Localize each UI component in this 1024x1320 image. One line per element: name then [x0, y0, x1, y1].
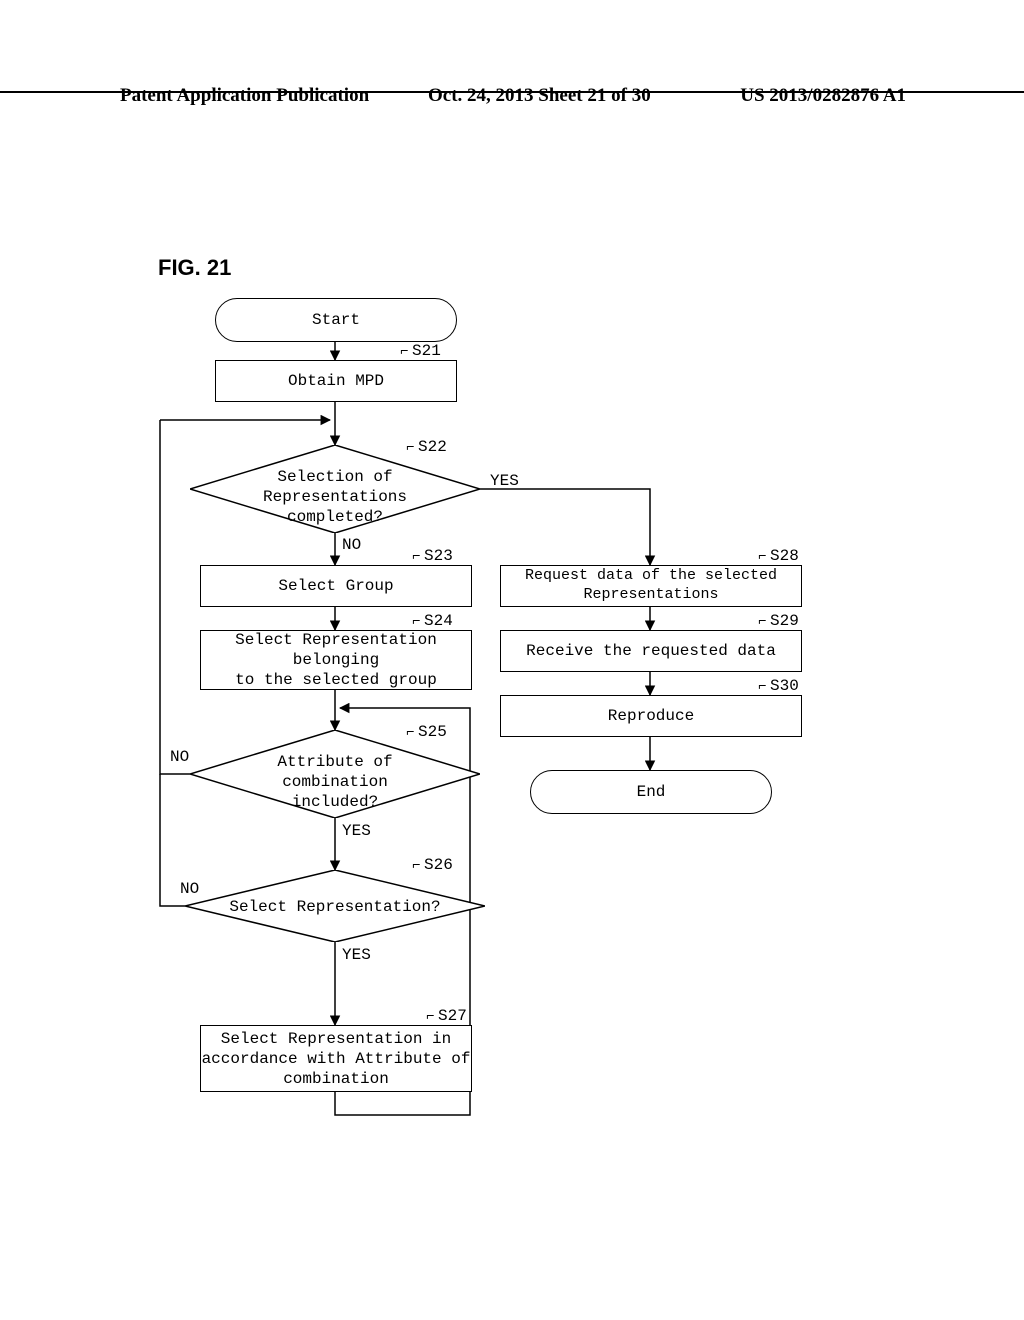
label-s28: S28 [770, 547, 799, 565]
node-s27-text: Select Representation inaccordance with … [202, 1029, 471, 1089]
tick-s24: ⌐ [412, 614, 420, 630]
label-s25: S25 [418, 723, 447, 741]
tick-s30: ⌐ [758, 679, 766, 695]
node-end: End [530, 770, 772, 814]
edge-s26-yes: YES [342, 946, 371, 964]
node-end-text: End [637, 782, 666, 802]
tick-s28: ⌐ [758, 549, 766, 565]
node-s22-text: Selection ofRepresentationscompleted? [190, 467, 480, 527]
node-s28: Request data of the selectedRepresentati… [500, 565, 802, 607]
tick-s27: ⌐ [426, 1009, 434, 1025]
label-s22: S22 [418, 438, 447, 456]
node-s30: Reproduce [500, 695, 802, 737]
node-s22: Selection ofRepresentationscompleted? [190, 445, 480, 533]
node-s28-text: Request data of the selectedRepresentati… [525, 567, 777, 605]
node-s30-text: Reproduce [608, 706, 694, 726]
edge-s22-yes: YES [490, 472, 519, 490]
node-start-text: Start [312, 310, 360, 330]
label-s24: S24 [424, 612, 453, 630]
tick-s21: ⌐ [400, 344, 408, 360]
node-s29: Receive the requested data [500, 630, 802, 672]
node-start: Start [215, 298, 457, 342]
label-s21: S21 [412, 342, 441, 360]
label-s26: S26 [424, 856, 453, 874]
node-s23: Select Group [200, 565, 472, 607]
node-s25: Attribute ofcombinationincluded? [190, 730, 480, 818]
tick-s29: ⌐ [758, 614, 766, 630]
edge-s25-yes: YES [342, 822, 371, 840]
node-s24-text: Select Representation belongingto the se… [201, 630, 471, 690]
tick-s22: ⌐ [406, 440, 414, 456]
tick-s26: ⌐ [412, 858, 420, 874]
node-s27: Select Representation inaccordance with … [200, 1025, 472, 1092]
tick-s23: ⌐ [412, 549, 420, 565]
node-s26: Select Representation? [185, 870, 485, 942]
edge-s22-no: NO [342, 536, 361, 554]
node-s21-text: Obtain MPD [288, 371, 384, 391]
label-s29: S29 [770, 612, 799, 630]
node-s26-text: Select Representation? [185, 897, 485, 917]
label-s23: S23 [424, 547, 453, 565]
node-s23-text: Select Group [278, 576, 393, 596]
page: Patent Application Publication Oct. 24, … [0, 0, 1024, 1320]
node-s21: Obtain MPD [215, 360, 457, 402]
edge-s26-no: NO [180, 880, 199, 898]
edge-s25-no: NO [170, 748, 189, 766]
node-s25-text: Attribute ofcombinationincluded? [190, 752, 480, 812]
tick-s25: ⌐ [406, 725, 414, 741]
node-s24: Select Representation belongingto the se… [200, 630, 472, 690]
node-s29-text: Receive the requested data [526, 641, 776, 661]
label-s30: S30 [770, 677, 799, 695]
label-s27: S27 [438, 1007, 467, 1025]
